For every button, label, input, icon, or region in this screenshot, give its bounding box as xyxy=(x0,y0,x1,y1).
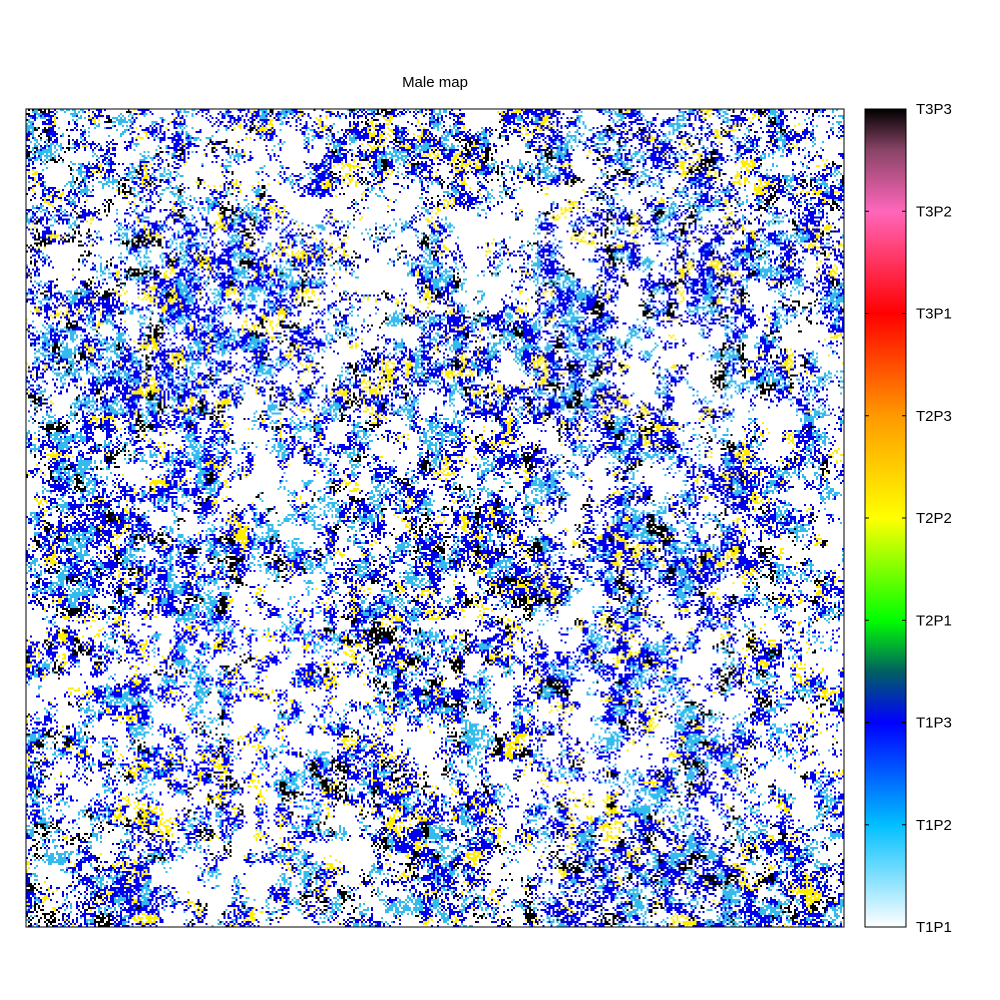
heatmap-image xyxy=(26,109,844,927)
colorbar-tick-label: T1P2 xyxy=(916,817,952,834)
colorbar-tick-label: T3P3 xyxy=(916,101,952,118)
colorbar-tick-label: T2P1 xyxy=(916,612,952,629)
colorbar-tick-label: T2P2 xyxy=(916,510,952,527)
colorbar-tick-label: T1P3 xyxy=(916,715,952,732)
colorbar-gradient xyxy=(865,109,906,927)
heatmap xyxy=(25,108,845,928)
colorbar-tick-label: T3P1 xyxy=(916,306,952,323)
colorbar-tick-label: T1P1 xyxy=(916,919,952,936)
colorbar-tick-label: T3P2 xyxy=(916,203,952,220)
plot-frame xyxy=(25,108,845,928)
chart-title: Male map xyxy=(402,74,468,91)
colorbar: T1P1 T1P2 T1P3 T2P1 T2P2 T2P3 T3P1 T3P2 T3P3 xyxy=(864,101,952,936)
colorbar-tick-label: T2P3 xyxy=(916,408,952,425)
colorbar-ticks: T1P1 T1P2 T1P3 T2P1 T2P2 T2P3 T3P1 T3P2 T3P3 xyxy=(865,101,952,936)
